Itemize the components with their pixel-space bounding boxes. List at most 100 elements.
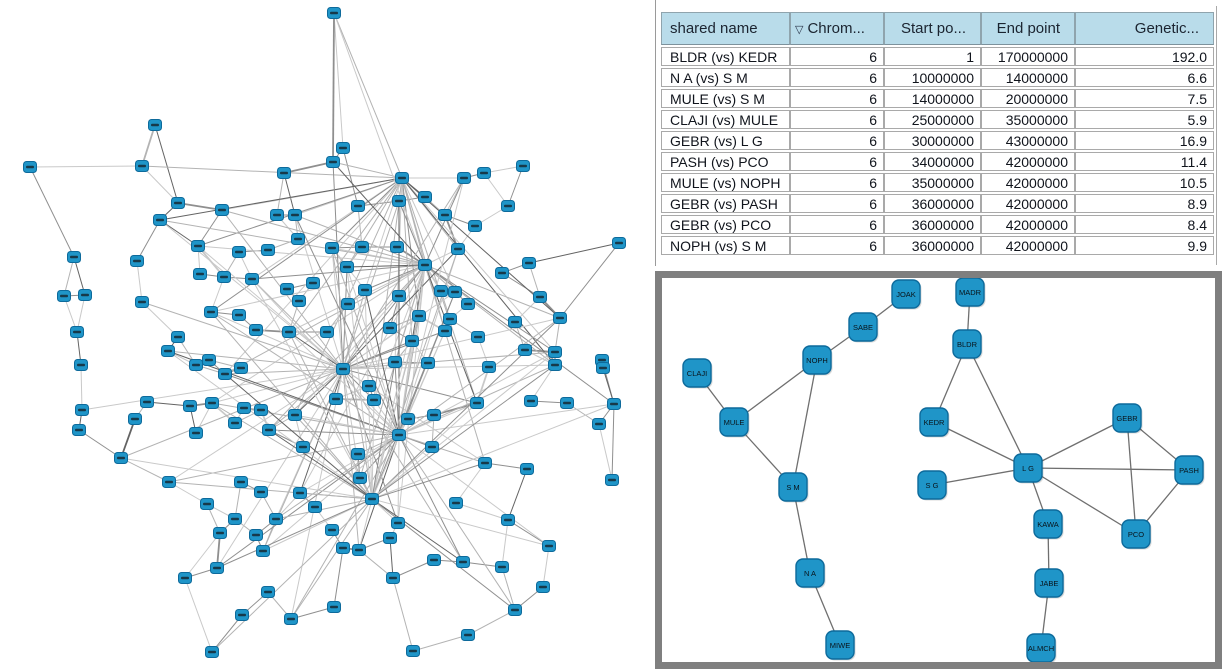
network-node[interactable] [191, 240, 205, 252]
node-ALMCH[interactable]: ALMCH [1026, 633, 1057, 662]
network-node[interactable] [365, 493, 379, 505]
network-node[interactable] [189, 359, 203, 371]
network-node[interactable] [352, 544, 366, 556]
network-node[interactable] [518, 344, 532, 356]
network-node[interactable] [392, 195, 406, 207]
network-node[interactable] [478, 457, 492, 469]
column-header-2[interactable]: Start po... [884, 12, 981, 45]
network-node[interactable] [438, 209, 452, 221]
network-node[interactable] [270, 209, 284, 221]
network-node[interactable] [425, 441, 439, 453]
network-node[interactable] [215, 204, 229, 216]
network-node[interactable] [427, 409, 441, 421]
network-node[interactable] [495, 267, 509, 279]
network-node[interactable] [482, 361, 496, 373]
network-node[interactable] [280, 283, 294, 295]
network-node[interactable] [308, 501, 322, 513]
network-node[interactable] [254, 404, 268, 416]
network-node[interactable] [254, 486, 268, 498]
node-NOPH[interactable]: NOPH [802, 345, 833, 376]
network-node[interactable] [291, 233, 305, 245]
table-row[interactable]: MULE (vs) S M 6 14000000 20000000 7.5 [661, 89, 1214, 108]
network-node[interactable] [325, 242, 339, 254]
network-node[interactable] [277, 167, 291, 179]
network-node[interactable] [135, 160, 149, 172]
network-node[interactable] [204, 306, 218, 318]
network-node[interactable] [245, 273, 259, 285]
network-node[interactable] [560, 397, 574, 409]
network-node[interactable] [153, 214, 167, 226]
network-node[interactable] [171, 331, 185, 343]
network-node[interactable] [522, 257, 536, 269]
network-node[interactable] [477, 167, 491, 179]
network-node[interactable] [234, 362, 248, 374]
network-node[interactable] [405, 335, 419, 347]
network-node[interactable] [449, 497, 463, 509]
network-node[interactable] [390, 241, 404, 253]
network-node[interactable] [249, 324, 263, 336]
small-network-canvas[interactable]: JOAK MADR SABE BLDR NOPH CLAJI KEDR GEBR MULE L G… [662, 278, 1215, 662]
network-node[interactable] [340, 261, 354, 273]
network-node[interactable] [329, 393, 343, 405]
network-node[interactable] [451, 243, 465, 255]
node-SM[interactable]: S M [778, 472, 809, 503]
node-CLAJI[interactable]: CLAJI [682, 358, 713, 389]
network-node[interactable] [367, 394, 381, 406]
table-row[interactable]: BLDR (vs) KEDR 6 1 170000000 192.0 [661, 47, 1214, 66]
network-node[interactable] [114, 452, 128, 464]
network-node[interactable] [128, 413, 142, 425]
network-node[interactable] [213, 527, 227, 539]
network-node[interactable] [516, 160, 530, 172]
network-node[interactable] [74, 359, 88, 371]
network-node[interactable] [358, 284, 372, 296]
network-node[interactable] [406, 645, 420, 657]
network-node[interactable] [612, 237, 626, 249]
table-row[interactable]: NOPH (vs) S M 6 36000000 42000000 9.9 [661, 236, 1214, 255]
network-node[interactable] [542, 540, 556, 552]
column-header-0[interactable]: shared name [661, 12, 790, 45]
network-node[interactable] [341, 298, 355, 310]
network-node[interactable] [533, 291, 547, 303]
network-node[interactable] [336, 363, 350, 375]
dense-network-canvas[interactable] [0, 0, 655, 669]
network-node[interactable] [548, 346, 562, 358]
table-row[interactable]: GEBR (vs) PASH 6 36000000 42000000 8.9 [661, 194, 1214, 213]
network-node[interactable] [421, 357, 435, 369]
network-node[interactable] [386, 572, 400, 584]
node-BLDR[interactable]: BLDR [952, 329, 983, 360]
network-node[interactable] [205, 397, 219, 409]
node-MADR[interactable]: MADR [955, 278, 986, 308]
table-row[interactable]: GEBR (vs) L G 6 30000000 43000000 16.9 [661, 131, 1214, 150]
node-NA[interactable]: N A [795, 558, 826, 589]
network-node[interactable] [461, 298, 475, 310]
network-node[interactable] [596, 362, 610, 374]
network-node[interactable] [351, 448, 365, 460]
node-MULE[interactable]: MULE [719, 407, 750, 438]
network-node[interactable] [353, 472, 367, 484]
network-node[interactable] [72, 424, 86, 436]
network-node[interactable] [306, 277, 320, 289]
network-node[interactable] [553, 312, 567, 324]
node-SABE[interactable]: SABE [848, 312, 879, 343]
node-KEDR[interactable]: KEDR [919, 407, 950, 438]
network-node[interactable] [470, 397, 484, 409]
network-node[interactable] [282, 326, 296, 338]
network-node[interactable] [607, 398, 621, 410]
network-node[interactable] [217, 271, 231, 283]
network-node[interactable] [288, 209, 302, 221]
network-node[interactable] [605, 474, 619, 486]
node-JABE[interactable]: JABE [1034, 568, 1065, 599]
network-node[interactable] [262, 424, 276, 436]
network-node[interactable] [438, 325, 452, 337]
network-node[interactable] [249, 529, 263, 541]
network-node[interactable] [200, 498, 214, 510]
column-header-4[interactable]: Genetic... [1075, 12, 1214, 45]
network-node[interactable] [70, 326, 84, 338]
network-node[interactable] [288, 409, 302, 421]
network-node[interactable] [383, 532, 397, 544]
network-node[interactable] [355, 241, 369, 253]
network-node[interactable] [261, 244, 275, 256]
network-node[interactable] [193, 268, 207, 280]
network-node[interactable] [296, 441, 310, 453]
network-node[interactable] [448, 286, 462, 298]
